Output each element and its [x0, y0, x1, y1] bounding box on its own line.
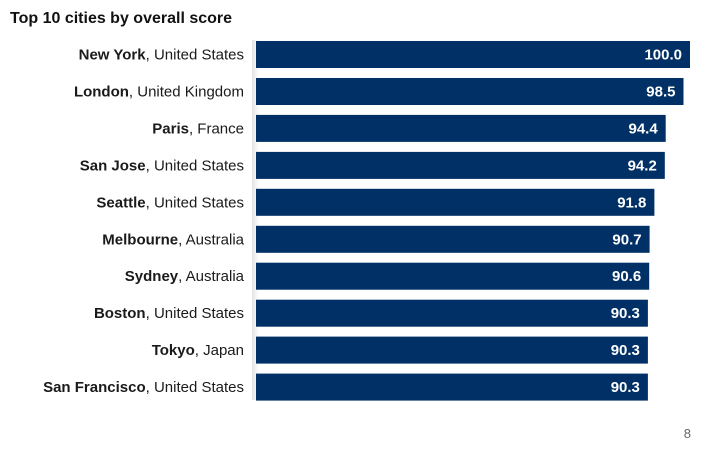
bar-value-label: 94.4	[628, 120, 658, 137]
bar-10	[256, 373, 648, 401]
city-name: London	[74, 84, 129, 101]
city-name: New York	[79, 47, 147, 64]
city-name: Seattle	[96, 194, 145, 211]
country-name: , Australia	[178, 268, 245, 285]
city-name: Boston	[94, 305, 146, 322]
country-name: , United States	[146, 194, 244, 211]
city-name: Melbourne	[102, 231, 178, 248]
page-number: 8	[683, 426, 691, 441]
country-name: , United States	[146, 305, 244, 322]
bar-9	[256, 336, 648, 364]
city-name: San Jose	[80, 157, 146, 174]
chart-title: Top 10 cities by overall score	[10, 10, 233, 27]
category-label: Paris, France	[152, 120, 244, 137]
axis-shadow	[252, 40, 259, 400]
bar-8	[256, 299, 648, 327]
city-name: Sydney	[125, 268, 179, 285]
bar-value-label: 98.5	[646, 84, 675, 101]
country-name: , Japan	[195, 342, 244, 359]
bar-value-label: 90.7	[612, 231, 641, 248]
city-name: Paris	[152, 120, 189, 137]
bar-7	[256, 262, 650, 290]
bar-4	[256, 151, 665, 179]
category-label: Melbourne, Australia	[102, 231, 244, 248]
category-label: New York, United States	[79, 47, 244, 64]
bar-value-label: 90.3	[611, 342, 640, 359]
bar-value-label: 90.3	[611, 379, 640, 396]
bar-1	[256, 41, 690, 68]
bar-value-label: 91.8	[617, 194, 646, 211]
bar-value-label: 100.0	[644, 47, 682, 64]
bar-5	[256, 188, 655, 216]
bar-value-label: 94.2	[628, 157, 657, 174]
bar-6	[256, 225, 650, 253]
bar-value-label: 90.6	[612, 268, 641, 285]
city-name: Tokyo	[152, 342, 195, 359]
country-name: , France	[189, 120, 244, 137]
category-label: Tokyo, Japan	[152, 342, 244, 359]
country-name: , Australia	[178, 231, 245, 248]
category-label: Boston, United States	[94, 305, 244, 322]
bar-value-label: 90.3	[611, 305, 640, 322]
country-name: , United States	[146, 47, 244, 64]
country-name: , United States	[146, 157, 244, 174]
category-label: London, United Kingdom	[74, 84, 244, 101]
bar-3	[256, 114, 666, 142]
country-name: , United Kingdom	[129, 84, 244, 101]
category-label: Seattle, United States	[96, 194, 244, 211]
category-label: Sydney, Australia	[125, 268, 245, 285]
city-name: San Francisco	[43, 379, 146, 396]
bar-2	[256, 78, 684, 105]
category-label: San Jose, United States	[80, 157, 244, 174]
country-name: , United States	[146, 379, 244, 396]
category-label: San Francisco, United States	[43, 379, 244, 396]
